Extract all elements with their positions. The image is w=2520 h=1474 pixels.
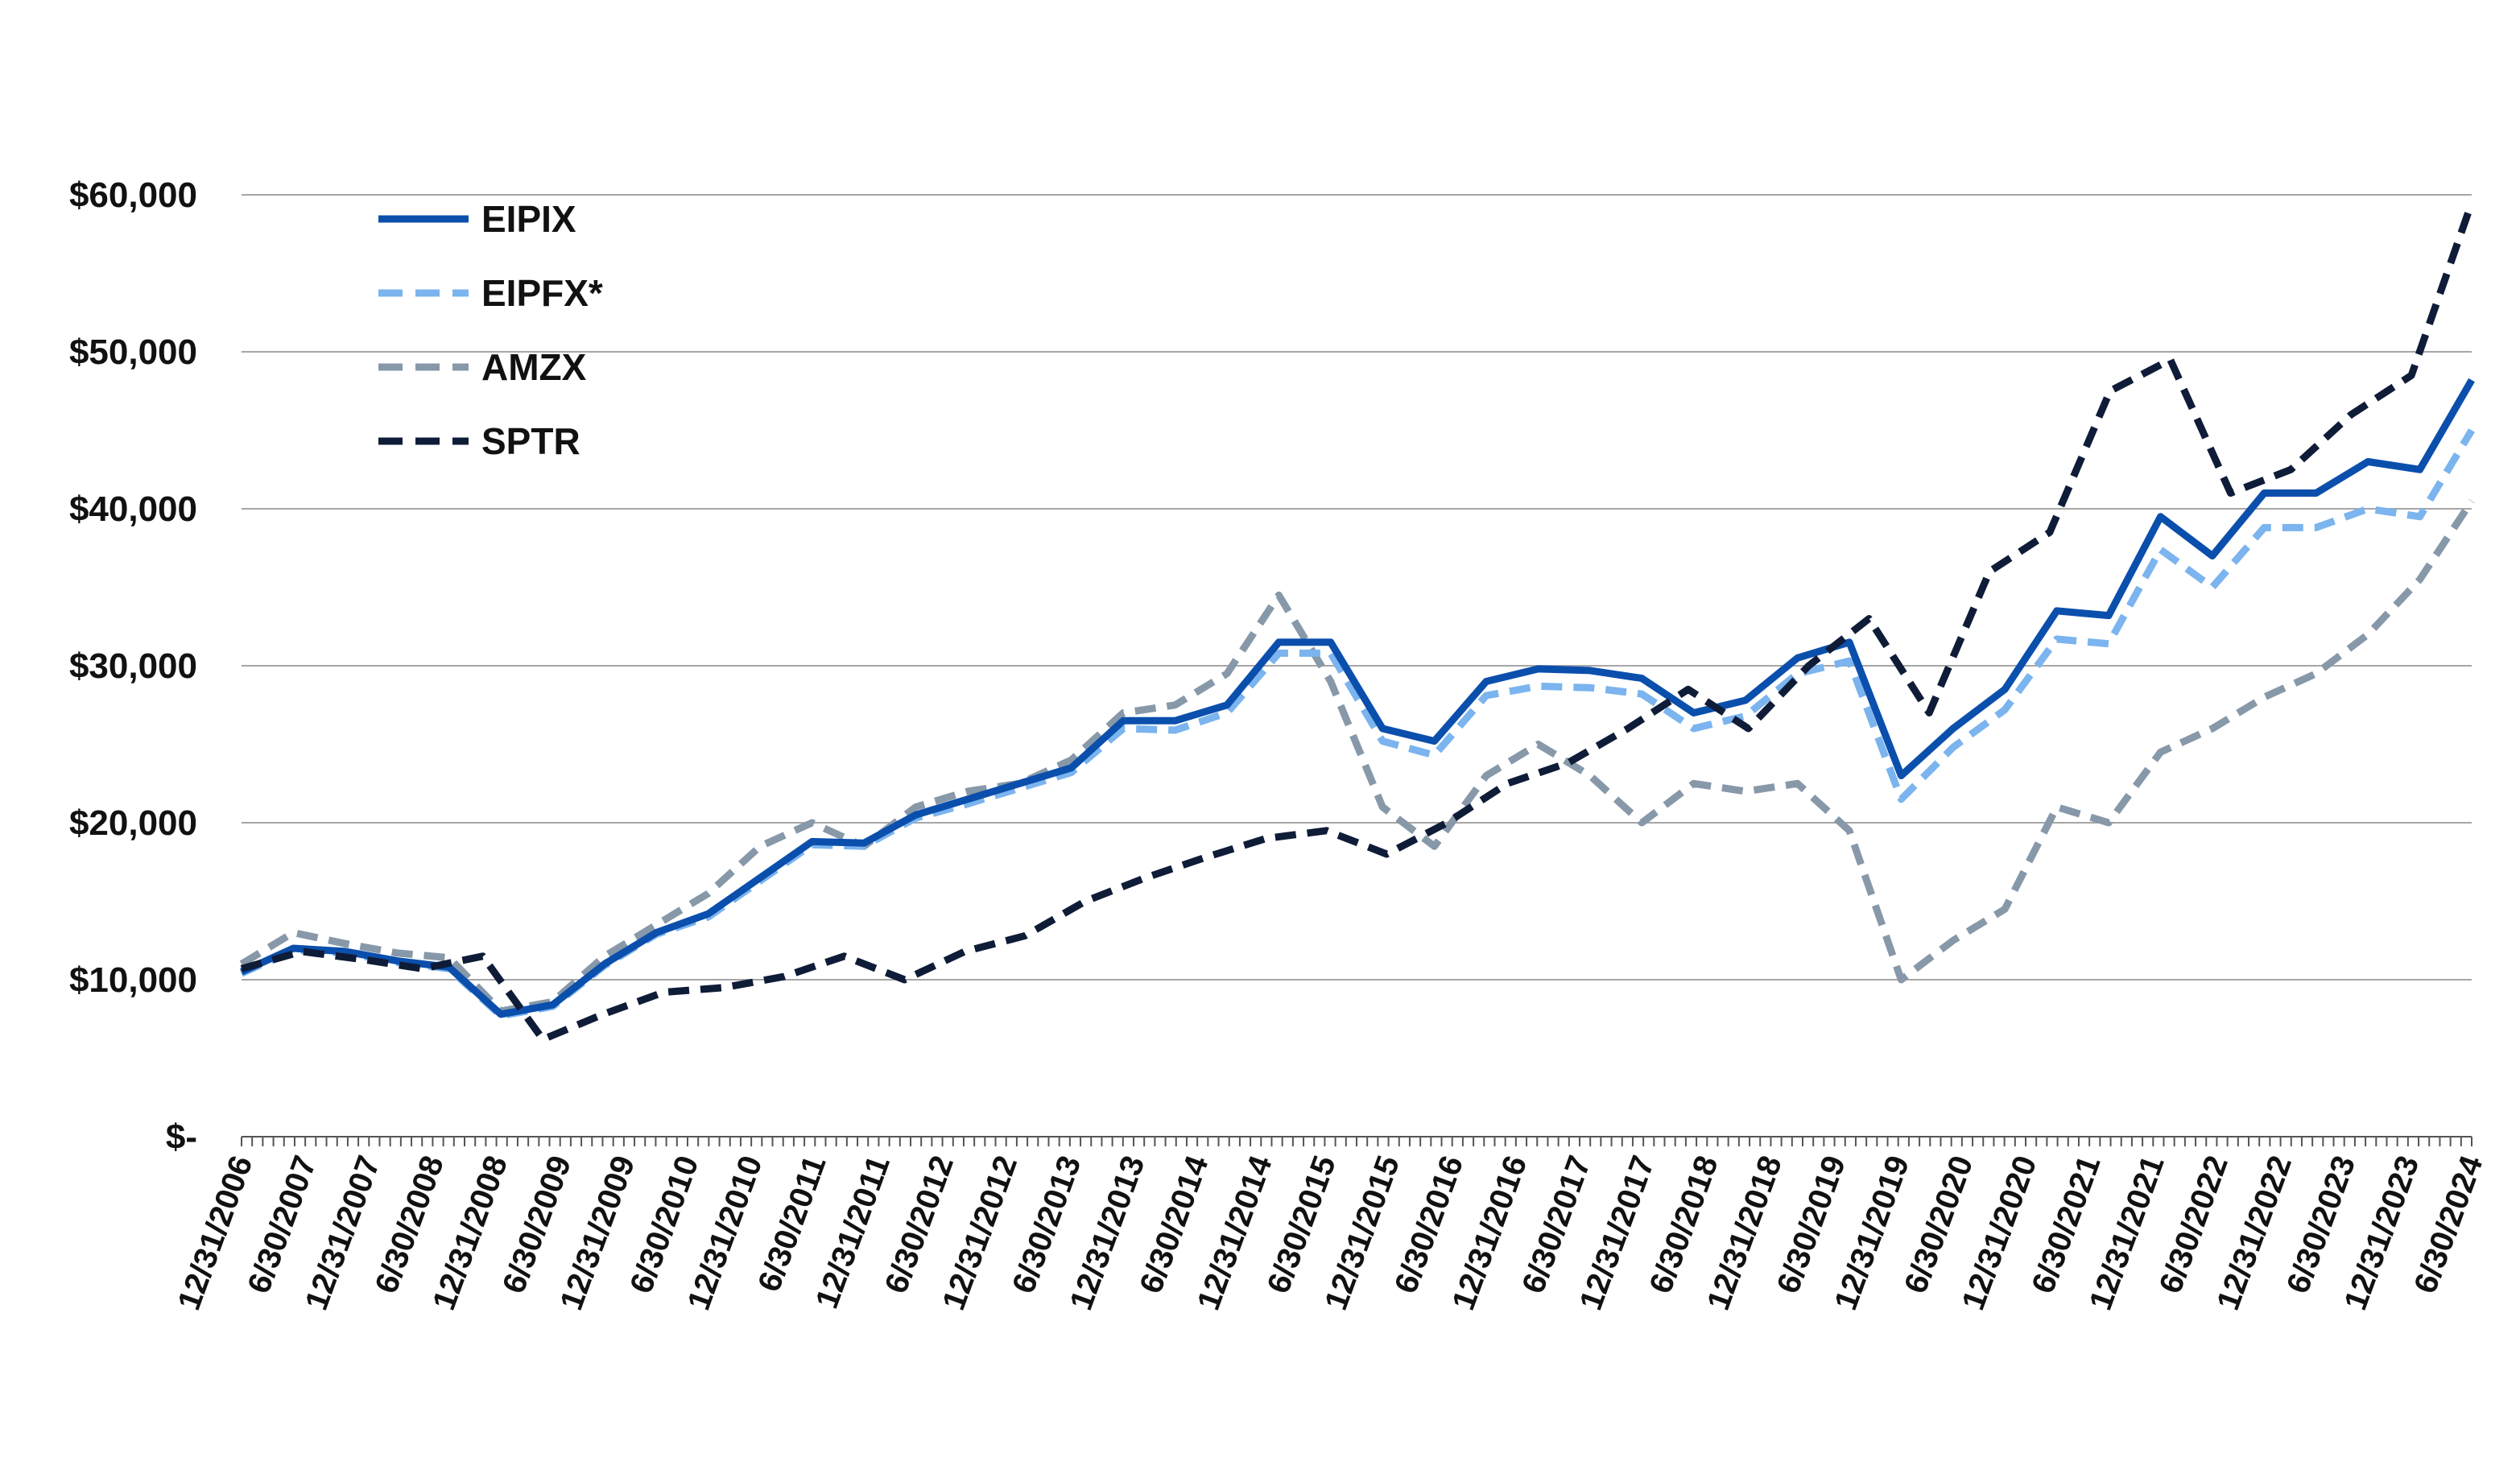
series-line-eipix — [240, 378, 2475, 1018]
legend: EIPIX EIPFX* AMZX SPTR — [378, 198, 603, 462]
legend-label: SPTR — [481, 420, 580, 462]
y-tick-label: $40,000 — [69, 489, 197, 529]
y-tick-label: $60,000 — [69, 175, 197, 215]
series-line-amzx — [239, 498, 2475, 1015]
y-axis-tick-labels: $- $10,000 $20,000 $30,000 $40,000 $50,000 $60… — [69, 175, 197, 1157]
series-line-sptr — [240, 201, 2476, 1043]
gridlines — [241, 194, 2472, 1146]
series-lines — [239, 201, 2476, 1043]
y-tick-label: $10,000 — [69, 960, 197, 1000]
x-axis-tick-labels: 12/31/20066/30/200712/31/20076/30/200812… — [171, 1150, 2490, 1315]
y-tick-label: $50,000 — [69, 332, 197, 372]
y-tick-label: $- — [166, 1117, 197, 1157]
y-tick-label: $30,000 — [69, 646, 197, 686]
x-tick-label: 12/31/2006 — [171, 1151, 260, 1315]
y-tick-label: $20,000 — [69, 803, 197, 843]
legend-label: EIPFX* — [481, 272, 603, 314]
series-line-eipfx — [240, 428, 2475, 1020]
legend-label: EIPIX — [481, 198, 576, 240]
legend-label: AMZX — [481, 346, 587, 388]
